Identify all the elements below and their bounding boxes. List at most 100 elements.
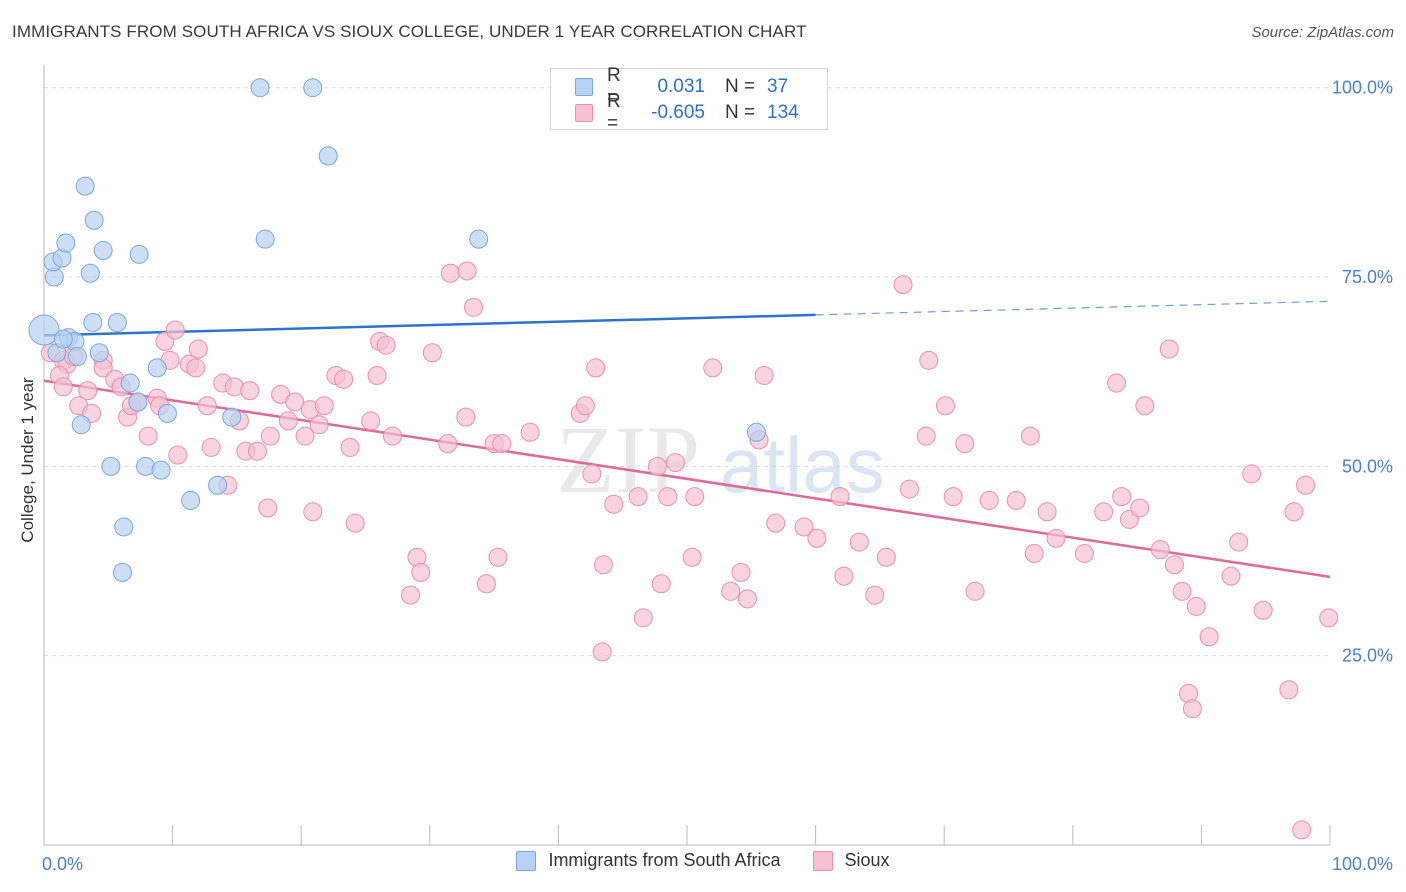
sioux-point	[1229, 532, 1249, 552]
sioux-point	[247, 441, 267, 461]
sioux-point	[1006, 490, 1026, 510]
south-africa-trend-extension	[815, 300, 1331, 316]
sioux-point	[1182, 699, 1202, 719]
legend-row-sioux: R = -0.605 N = 134	[575, 91, 799, 134]
sioux-point	[807, 528, 827, 548]
n-label: N =	[725, 102, 756, 123]
sioux-point	[849, 532, 869, 552]
sioux-point	[165, 320, 185, 340]
south-africa-point	[147, 358, 167, 378]
south-africa-point	[28, 314, 60, 346]
sioux-point	[1112, 487, 1132, 507]
sioux-point	[682, 547, 702, 567]
sioux-point	[647, 456, 667, 476]
south-africa-point	[71, 415, 91, 435]
south-africa-point	[151, 460, 171, 480]
sioux-point	[830, 487, 850, 507]
legend-row-south-africa: R = 0.031 N = 37	[575, 65, 789, 108]
south-africa-point	[120, 373, 140, 393]
sioux-point	[1319, 608, 1339, 628]
sioux-point	[240, 381, 260, 401]
sioux-point	[383, 426, 403, 446]
sioux-point	[376, 335, 396, 355]
sioux-point	[893, 275, 913, 295]
grid-lines	[44, 87, 1330, 657]
legend-item-south-africa[interactable]: Immigrants from South Africa	[516, 850, 781, 871]
legend-item-sioux[interactable]: Sioux	[812, 850, 890, 871]
sioux-point	[188, 339, 208, 359]
south-africa-point	[53, 329, 73, 349]
south-africa-point	[67, 347, 87, 367]
sioux-point	[582, 464, 602, 484]
sioux-point	[260, 426, 280, 446]
n-label: N =	[725, 76, 756, 97]
r-value: 0.031	[657, 76, 705, 97]
y-tick-label: 50.0%	[1342, 456, 1393, 476]
sioux-point	[464, 297, 484, 317]
sioux-point	[361, 411, 381, 431]
sioux-point	[334, 369, 354, 389]
sioux-point	[876, 547, 896, 567]
sioux-point	[1279, 680, 1299, 700]
y-tick-label: 75.0%	[1342, 267, 1393, 287]
south-africa-point	[93, 241, 113, 261]
south-africa-point	[746, 422, 766, 442]
sioux-trend-line	[43, 379, 1331, 579]
sioux-point	[1094, 502, 1114, 522]
sioux-point	[979, 490, 999, 510]
sioux-point	[1159, 339, 1179, 359]
sioux-point	[1130, 498, 1150, 518]
r-value: -0.605	[651, 102, 705, 123]
south-africa-point	[208, 475, 228, 495]
sioux-point	[285, 392, 305, 412]
sioux-point	[340, 437, 360, 457]
sioux-point	[1074, 543, 1094, 563]
sioux-point	[1107, 373, 1127, 393]
sioux-point	[593, 555, 613, 575]
legend-swatch-blue	[516, 850, 537, 871]
y-axis-label: College, Under 1 year	[18, 377, 37, 543]
south-africa-point	[128, 392, 148, 412]
sioux-point	[1186, 596, 1206, 616]
sioux-point	[197, 396, 217, 416]
sioux-point	[658, 487, 678, 507]
data-points	[28, 78, 1339, 840]
south-africa-point	[129, 244, 149, 264]
sioux-point	[794, 517, 814, 537]
sioux-point	[345, 513, 365, 533]
south-africa-point	[157, 403, 177, 423]
sioux-point	[456, 407, 476, 427]
south-africa-point	[250, 78, 270, 98]
sioux-point	[628, 487, 648, 507]
south-africa-point	[469, 229, 489, 249]
sioux-point	[1172, 581, 1192, 601]
south-africa-point	[56, 233, 76, 253]
n-value: 134	[767, 102, 799, 123]
sioux-point	[916, 426, 936, 446]
sioux-point	[201, 437, 221, 457]
sioux-point	[865, 585, 885, 605]
sioux-point	[303, 502, 323, 522]
sioux-point	[935, 396, 955, 416]
south-africa-trend-line	[43, 313, 816, 337]
sioux-point	[665, 453, 685, 473]
sioux-point	[295, 426, 315, 446]
legend-swatch-pink	[575, 104, 593, 122]
sioux-point	[834, 566, 854, 586]
south-africa-point	[101, 456, 121, 476]
sioux-point	[186, 358, 206, 378]
n-value: 37	[767, 76, 789, 97]
sioux-point	[721, 581, 741, 601]
tick-labels: 25.0% 50.0% 75.0% 100.0% 0.0% 100.0%	[42, 78, 1393, 874]
sioux-point	[411, 562, 431, 582]
south-africa-point	[107, 312, 127, 332]
sioux-point	[1253, 600, 1273, 620]
sioux-point	[754, 365, 774, 385]
sioux-point	[1199, 627, 1219, 647]
sioux-point	[258, 498, 278, 518]
sioux-point	[965, 581, 985, 601]
r-label: R =	[607, 65, 621, 108]
south-africa-point	[75, 176, 95, 196]
sioux-point	[440, 263, 460, 283]
